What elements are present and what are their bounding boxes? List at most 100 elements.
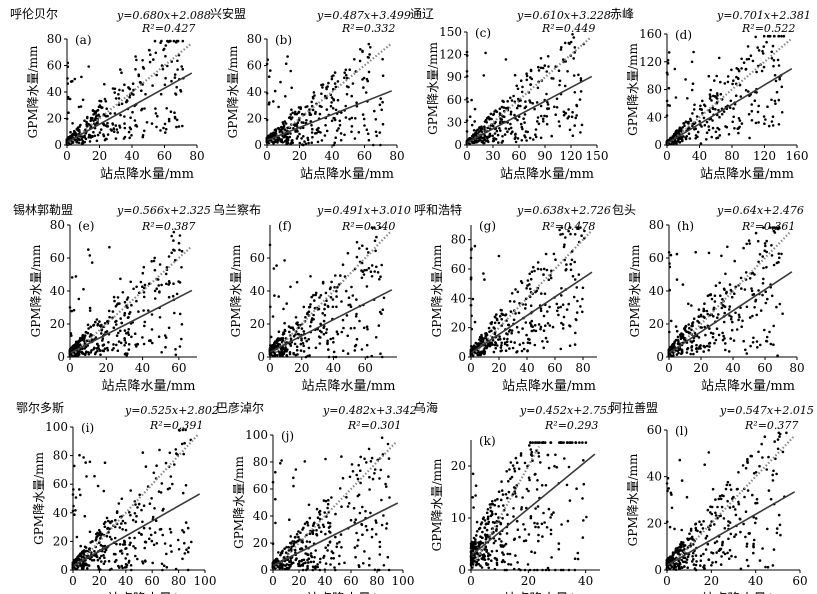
data-point: [93, 550, 96, 553]
data-point: [113, 112, 117, 115]
x-tick-label: 120: [753, 149, 776, 163]
data-point: [153, 268, 157, 272]
data-point: [566, 70, 569, 73]
y-axis-title: GPM降水量/mm: [426, 42, 440, 135]
data-point: [331, 337, 335, 340]
data-point: [373, 468, 377, 471]
data-point: [746, 45, 750, 48]
data-point: [98, 131, 102, 134]
data-point: [770, 120, 774, 123]
data-point: [568, 324, 571, 327]
data-point: [335, 545, 339, 549]
data-point: [740, 67, 743, 70]
data-point: [92, 558, 96, 562]
data-point: [111, 123, 115, 126]
data-point: [282, 307, 285, 311]
data-point: [536, 441, 540, 444]
data-point: [481, 337, 484, 341]
data-point: [516, 561, 519, 564]
data-point: [297, 106, 301, 109]
y-tick-label: 40: [649, 284, 664, 298]
data-point: [292, 476, 295, 480]
data-point: [339, 533, 343, 536]
data-point: [360, 269, 363, 272]
data-point: [478, 526, 482, 530]
data-point: [486, 342, 490, 346]
data-point: [143, 320, 147, 324]
y-tick-label: 60: [649, 251, 664, 265]
panel-label: (b): [275, 33, 292, 47]
data-point: [711, 332, 715, 335]
data-point: [343, 561, 346, 565]
regression-equation: y=0.701x+2.381: [716, 9, 811, 22]
data-point: [478, 351, 482, 355]
data-point: [368, 563, 371, 567]
data-point: [338, 554, 341, 558]
data-point: [769, 342, 773, 346]
data-point: [708, 345, 711, 348]
data-point: [314, 567, 317, 570]
data-point: [678, 127, 681, 131]
data-point: [557, 120, 561, 123]
data-point: [537, 451, 540, 455]
data-point: [96, 558, 100, 562]
data-point: [370, 527, 374, 531]
data-point: [533, 473, 537, 476]
data-point: [105, 534, 109, 538]
data-point: [511, 493, 515, 496]
data-point: [727, 350, 731, 353]
data-point: [479, 339, 482, 343]
data-point: [736, 127, 739, 130]
data-point: [560, 46, 563, 49]
data-point: [91, 109, 95, 112]
data-point: [328, 287, 332, 291]
data-point: [144, 541, 148, 544]
data-point: [560, 287, 563, 290]
data-point: [125, 563, 129, 567]
data-point: [77, 128, 81, 132]
data-point: [312, 560, 316, 564]
data-point: [181, 529, 184, 532]
data-point: [507, 330, 511, 333]
regression-equation: y=0.610x+3.228: [516, 9, 611, 22]
data-point: [525, 287, 528, 290]
data-point: [473, 120, 477, 123]
data-point: [577, 273, 581, 276]
data-point: [723, 311, 726, 315]
data-point: [367, 42, 371, 46]
data-point: [365, 268, 368, 272]
data-point: [694, 137, 697, 140]
data-point: [537, 65, 540, 69]
data-point: [70, 276, 74, 279]
data-point: [544, 252, 548, 256]
data-point: [707, 125, 710, 128]
data-point: [148, 537, 151, 541]
panel-title: 锡林郭勒盟: [13, 202, 73, 217]
data-point: [163, 334, 167, 337]
data-point: [691, 322, 694, 325]
data-point: [472, 346, 476, 349]
data-point: [577, 73, 580, 77]
data-point: [520, 349, 524, 353]
data-point: [516, 528, 520, 531]
data-point: [127, 130, 131, 134]
data-point: [352, 506, 356, 510]
data-point: [162, 564, 166, 567]
data-point: [765, 40, 768, 44]
data-point: [74, 340, 78, 344]
data-point: [473, 139, 477, 142]
data-point: [498, 537, 501, 541]
data-point: [279, 553, 282, 557]
data-point: [755, 313, 758, 317]
data-point: [119, 277, 122, 281]
data-point: [735, 328, 739, 331]
data-point: [689, 119, 693, 122]
data-point: [489, 506, 492, 509]
data-point: [118, 124, 121, 127]
data-point: [696, 130, 700, 134]
data-point: [541, 535, 544, 538]
data-point: [313, 521, 316, 525]
data-point: [379, 352, 382, 356]
data-point: [491, 339, 495, 342]
data-point: [780, 252, 783, 256]
